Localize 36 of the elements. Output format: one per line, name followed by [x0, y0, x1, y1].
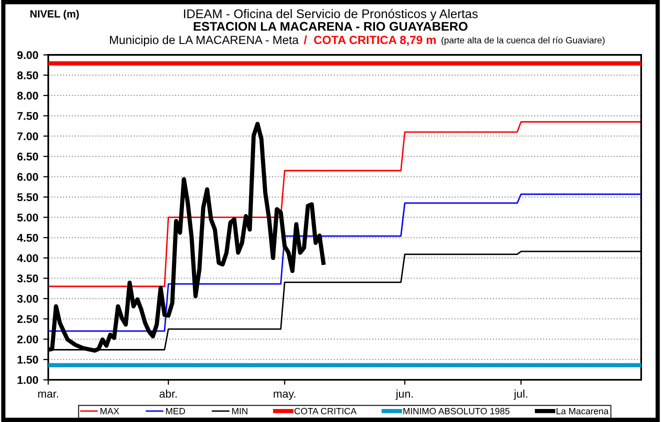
- x-tick-label: mar.: [38, 392, 58, 398]
- legend-label: COTA CRITICA: [294, 408, 357, 414]
- legend-label: La Macarena: [556, 408, 609, 414]
- y-tick-label: 1.50: [18, 356, 38, 364]
- legend-label: MINIMO ABSOLUTO 1985: [403, 408, 510, 414]
- y-tick-label: 4.00: [17, 254, 38, 262]
- y-tick-label: 5.50: [17, 193, 38, 202]
- y-tick-label: 1.00: [18, 376, 38, 384]
- legend-label: MED: [166, 408, 186, 414]
- line-series: [48, 193, 642, 332]
- y-tick-label: 6.00: [17, 172, 38, 181]
- x-tick-label: may.: [274, 392, 296, 400]
- y-axis-title: NIVEL (m): [30, 10, 79, 20]
- y-tick-label: 8.00: [17, 92, 38, 100]
- chart-title: IDEAM - Oficina del Servicio de Pronósticos y Alertas: [184, 8, 478, 21]
- y-tick-label: 6.50: [17, 152, 38, 161]
- x-tick-label: jul.: [514, 390, 528, 400]
- x-tick-label: jun.: [396, 390, 413, 400]
- y-tick-label: 8.50: [17, 71, 38, 80]
- y-tick-label: 3.50: [17, 274, 38, 282]
- y-tick-label: 3.00: [17, 294, 38, 303]
- y-tick-label: 4.50: [17, 234, 38, 242]
- chart-subtitle: ESTACION LA MACARENA - RIO GUAYABERO: [194, 22, 468, 31]
- y-tick-label: 9.00: [17, 51, 38, 59]
- y-tick-label: 2.50: [17, 315, 38, 324]
- text: Municipio de LA MACARENA - Meta: [110, 35, 299, 46]
- text: (parte alta de la cuenca del río Guaviare): [442, 36, 605, 46]
- y-tick-label: 5.00: [17, 214, 38, 222]
- y-tick-label: 7.50: [17, 112, 38, 120]
- y-tick-label: 2.00: [17, 335, 38, 344]
- y-tick-label: 7.00: [17, 132, 38, 140]
- line-series: [48, 121, 642, 288]
- x-tick-label: abr.: [160, 390, 177, 398]
- legend-label: MAX: [100, 408, 120, 414]
- legend-label: MIN: [232, 408, 248, 414]
- text: / COTA CRITICA 8,79 m: [304, 35, 436, 46]
